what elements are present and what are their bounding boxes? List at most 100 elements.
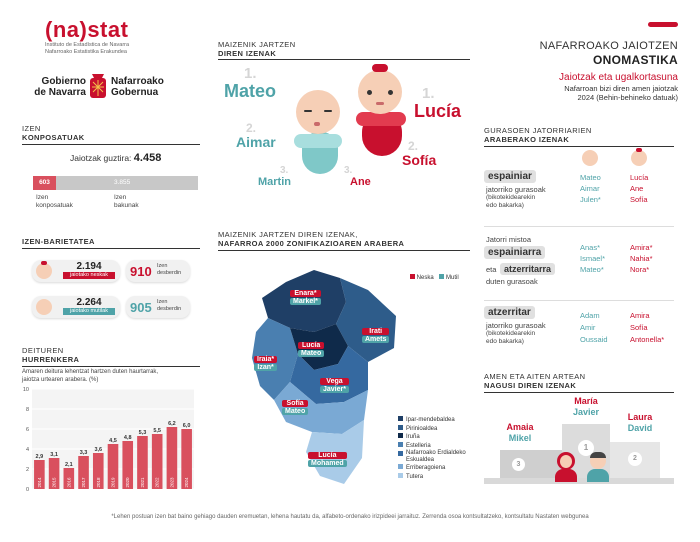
podium-second-rank: 2 (628, 452, 642, 466)
girls-births-caption: jaiotako neskak (63, 272, 115, 279)
chart-bar (137, 436, 148, 489)
top-names-rule (218, 59, 470, 60)
chart-bar (63, 468, 75, 489)
girl-top1-name: Lucía (414, 101, 462, 121)
inheritance-title: DEITUREN HURRENKERA (22, 346, 80, 364)
compound-label: Izen konposatuak (36, 194, 73, 209)
boy-top3-rank: 3. (280, 165, 289, 176)
total-value: 4.458 (133, 152, 162, 164)
origin-girl-icon (630, 148, 648, 166)
origin-desc-spanish: jatorriko gurasoak (bikotekidearekin edo… (486, 185, 546, 210)
origin-girls-foreign: Amira Sofía Antonella* (630, 311, 665, 344)
zone-swatch (398, 472, 403, 478)
origin-pre-mixed: Jatorri mistoa (486, 235, 532, 244)
boys-births-box: 2.264 jaiotako mutilak (63, 297, 115, 315)
chart-value-label: 6,2 (168, 421, 176, 427)
legend-boy-swatch (439, 274, 445, 279)
girls-births-value: 2.194 (76, 261, 102, 272)
gov-right-line2: Gobernua (111, 87, 159, 98)
chart-value-label: 3,6 (94, 447, 102, 453)
chart-y-tick-label: 0 (26, 487, 29, 493)
chart-category-label: 2022 (155, 477, 160, 488)
chart-bar (166, 427, 178, 489)
map-label-estelleria: Iraia* Izan* (254, 356, 278, 371)
logo-text: (na)stat (45, 17, 129, 42)
map-label-nw: Enara* Markel* (290, 290, 321, 305)
inheritance-rule (22, 366, 200, 367)
boys-names-pill (126, 296, 190, 318)
zone-legend-item: Tutera (398, 472, 478, 482)
chart-category-label: 2016 (66, 477, 71, 488)
girl-top2: 2. Sofía (402, 140, 436, 168)
zone-legend-item: Pirinioaldea (398, 424, 478, 434)
chart-value-label: 5,5 (153, 428, 161, 434)
chart-bar (107, 444, 119, 489)
gov-right-line1: Nafarroako (111, 76, 164, 87)
surname-bar-chart: 0 2 4 6 8 10 2,9 2014 3,1 2015 2,1 2016 3,3 2017 3,6 20… (23, 387, 194, 493)
top-names-title: MAIZENIK JARTZEN DIREN IZENAK (218, 40, 296, 58)
chart-y-tick-label: 10 (23, 387, 29, 393)
origin-tag2-mixed: atzerritarra (500, 263, 556, 275)
chart-y-tick-label: 6 (26, 427, 29, 433)
inheritance-desc: Amaren deitura lehentzat hartzen duten h… (22, 369, 159, 383)
chart-category-label: 2019 (111, 477, 116, 488)
origin-boys-spanish: Mateo Aimar Julen* (580, 173, 601, 204)
chart-category-label: 2021 (140, 477, 145, 488)
compound-value: 603 (39, 179, 50, 186)
girl-baby-icon (34, 260, 56, 282)
zone-legend: Ipar-mendebaldea Pirinioaldea Iruña Este… (398, 416, 478, 481)
boy-top3-name: Martin (258, 176, 291, 188)
zone-legend-item: Estelleria (398, 441, 478, 451)
girls-names-label: Izen desberdin (157, 263, 182, 276)
boy-top1-rank: 1. (244, 65, 257, 82)
origin-mid-mixed: eta (486, 265, 497, 274)
chart-value-label: 6,0 (183, 423, 191, 429)
origin-title: GURASOEN JATORRIARIEN ARABERAKO IZENAK (484, 126, 592, 144)
parents-rule (484, 392, 674, 393)
podium-first-names: María Javier (572, 396, 600, 417)
header: NAFARROAKO JAIOTZEN ONOMASTIKA Jaiotzak … (480, 40, 678, 102)
chart-category-label: 2020 (125, 477, 130, 488)
zone-erriberagoiena (274, 382, 368, 434)
zone-swatch (398, 441, 403, 447)
girl-top2-rank: 2. (408, 139, 419, 153)
map-legend: Neska Mutil (410, 274, 459, 281)
zone-legend-item: Ipar-mendebaldea (398, 416, 478, 425)
mother-figure (554, 452, 578, 482)
map-label-erdialdea: Vega Javier* (320, 378, 349, 393)
girl-baby-illustration (352, 62, 410, 158)
boy-top2-rank: 2. (246, 121, 257, 135)
podium-third-rank: 3 (512, 458, 525, 471)
chart-value-label: 3,3 (80, 450, 88, 456)
total-label: Jaiotzak guztira: (70, 153, 132, 163)
chart-value-label: 2,1 (65, 462, 73, 468)
origin-rule (484, 146, 674, 147)
boys-names-value: 905 (130, 300, 152, 315)
boy-top3: 3. Martin (258, 166, 291, 189)
boy-top2: 2. Aimar (236, 122, 276, 150)
chart-category-label: 2015 (52, 477, 57, 488)
girls-names-value: 910 (130, 264, 152, 279)
girl-top1: 1. Lucía (414, 86, 461, 121)
origin-girls-spanish: Lucía Ane Sofía (630, 173, 649, 204)
header-desc2: 2024 (Behin-behineko datuak) (577, 93, 679, 102)
header-desc1: Nafarroan bizi diren amen jaiotzak (564, 84, 678, 93)
chart-y-tick-label: 8 (26, 407, 29, 413)
origin-tag-spanish: espainiar (484, 170, 536, 183)
chart-bar (78, 456, 89, 489)
chart-value-label: 4,5 (109, 438, 117, 444)
header-title2: ONOMASTIKA (593, 53, 678, 67)
map-label-tutera: Lucía Mohamed (308, 452, 347, 467)
boy-top1-name: Mateo (224, 81, 277, 101)
zone-swatch (398, 433, 403, 438)
composition-title: IZEN KONPOSATUAK (22, 124, 85, 142)
boy-top2-name: Aimar (236, 134, 276, 150)
legend-boy-label: Mutil (446, 275, 459, 281)
map-label-pyrenees: Irati Amets (362, 328, 390, 343)
boys-names-label: Izen desberdin (157, 299, 182, 312)
father-figure (586, 452, 610, 482)
girl-top1-rank: 1. (422, 85, 435, 102)
chart-bar (122, 441, 134, 489)
podium-third: 3 (500, 450, 562, 478)
navarra-shield-icon (90, 74, 106, 98)
